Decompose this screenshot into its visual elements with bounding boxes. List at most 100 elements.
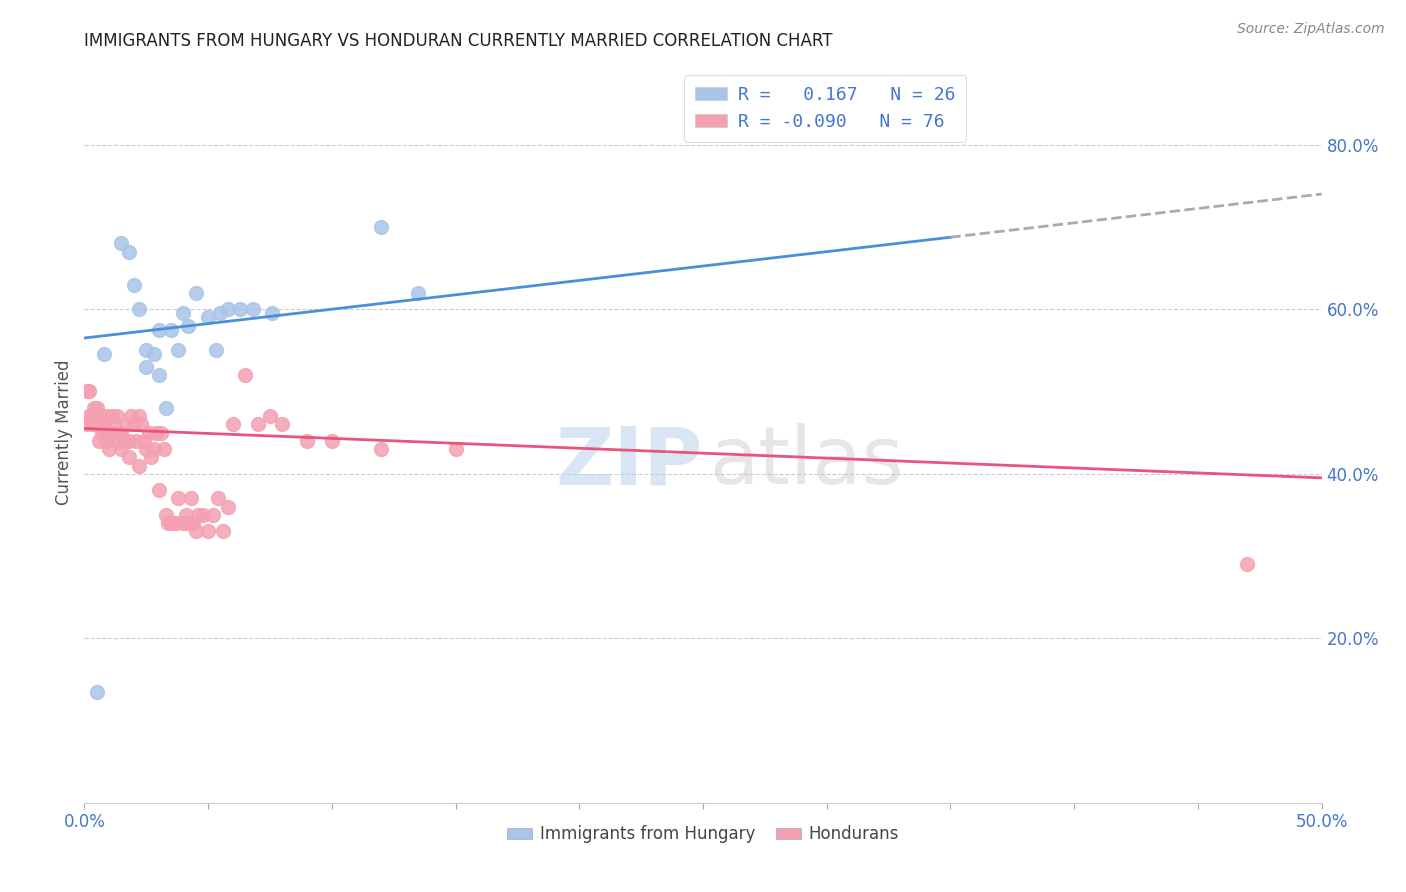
Point <box>204 343 226 358</box>
Text: atlas: atlas <box>709 423 904 501</box>
Point <box>86 401 108 415</box>
Point <box>370 219 392 234</box>
Point <box>233 368 256 382</box>
Point <box>105 434 128 448</box>
Point <box>98 442 121 456</box>
Point <box>180 491 202 506</box>
Point <box>122 417 145 432</box>
Point <box>100 409 122 424</box>
Point <box>90 425 112 440</box>
Point <box>83 409 105 424</box>
Point <box>167 343 190 358</box>
Point <box>115 417 138 432</box>
Point <box>138 425 160 440</box>
Point <box>76 384 98 399</box>
Point <box>86 417 108 432</box>
Point <box>148 483 170 498</box>
Point <box>118 450 141 465</box>
Point <box>1236 558 1258 572</box>
Point <box>262 306 284 320</box>
Point <box>103 417 125 432</box>
Point <box>197 524 219 539</box>
Point <box>321 434 343 448</box>
Point <box>76 417 98 432</box>
Point <box>125 434 148 448</box>
Point <box>187 508 209 522</box>
Point <box>129 417 152 432</box>
Point <box>80 409 103 424</box>
Point <box>135 359 157 374</box>
Text: ZIP: ZIP <box>555 423 703 501</box>
Point <box>142 442 165 456</box>
Point <box>93 347 115 361</box>
Point <box>110 236 132 251</box>
Point <box>197 310 219 325</box>
Point <box>172 516 194 530</box>
Point <box>370 442 392 456</box>
Point <box>141 450 163 465</box>
Point <box>217 302 239 317</box>
Point <box>160 516 183 530</box>
Point <box>242 302 264 317</box>
Point <box>132 434 155 448</box>
Point <box>408 285 430 300</box>
Point <box>184 285 207 300</box>
Point <box>259 409 281 424</box>
Point <box>135 442 157 456</box>
Point <box>105 409 128 424</box>
Point <box>90 417 112 432</box>
Point <box>202 508 225 522</box>
Point <box>162 516 184 530</box>
Point <box>209 306 232 320</box>
Point <box>142 347 165 361</box>
Point <box>79 384 101 399</box>
Point <box>212 524 235 539</box>
Point <box>79 409 101 424</box>
Point <box>89 409 111 424</box>
Point <box>172 306 194 320</box>
Point <box>152 442 174 456</box>
Point <box>444 442 467 456</box>
Point <box>155 508 177 522</box>
Point <box>174 508 197 522</box>
Point <box>128 302 150 317</box>
Point <box>93 417 115 432</box>
Point <box>86 685 108 699</box>
Point <box>112 434 135 448</box>
Point <box>246 417 269 432</box>
Point <box>135 343 157 358</box>
Point <box>108 425 131 440</box>
Point <box>122 277 145 292</box>
Point <box>120 409 142 424</box>
Point <box>100 425 122 440</box>
Point <box>181 516 204 530</box>
Point <box>118 434 141 448</box>
Point <box>157 516 180 530</box>
Point <box>177 318 200 333</box>
Point <box>295 434 318 448</box>
Point <box>217 500 239 514</box>
Point <box>207 491 229 506</box>
Point <box>96 434 118 448</box>
Point <box>128 458 150 473</box>
Point <box>128 409 150 424</box>
Point <box>110 442 132 456</box>
Point <box>177 516 200 530</box>
Text: Source: ZipAtlas.com: Source: ZipAtlas.com <box>1237 22 1385 37</box>
Point <box>155 401 177 415</box>
Point <box>150 425 173 440</box>
Point <box>165 516 187 530</box>
Point <box>93 425 115 440</box>
Text: IMMIGRANTS FROM HUNGARY VS HONDURAN CURRENTLY MARRIED CORRELATION CHART: IMMIGRANTS FROM HUNGARY VS HONDURAN CURR… <box>84 32 832 50</box>
Y-axis label: Currently Married: Currently Married <box>55 359 73 506</box>
Point <box>222 417 245 432</box>
Point <box>191 508 214 522</box>
Point <box>148 368 170 382</box>
Point <box>110 425 132 440</box>
Point <box>80 417 103 432</box>
Legend: Immigrants from Hungary, Hondurans: Immigrants from Hungary, Hondurans <box>501 819 905 850</box>
Point <box>96 409 118 424</box>
Point <box>98 425 121 440</box>
Point <box>148 323 170 337</box>
Point <box>229 302 252 317</box>
